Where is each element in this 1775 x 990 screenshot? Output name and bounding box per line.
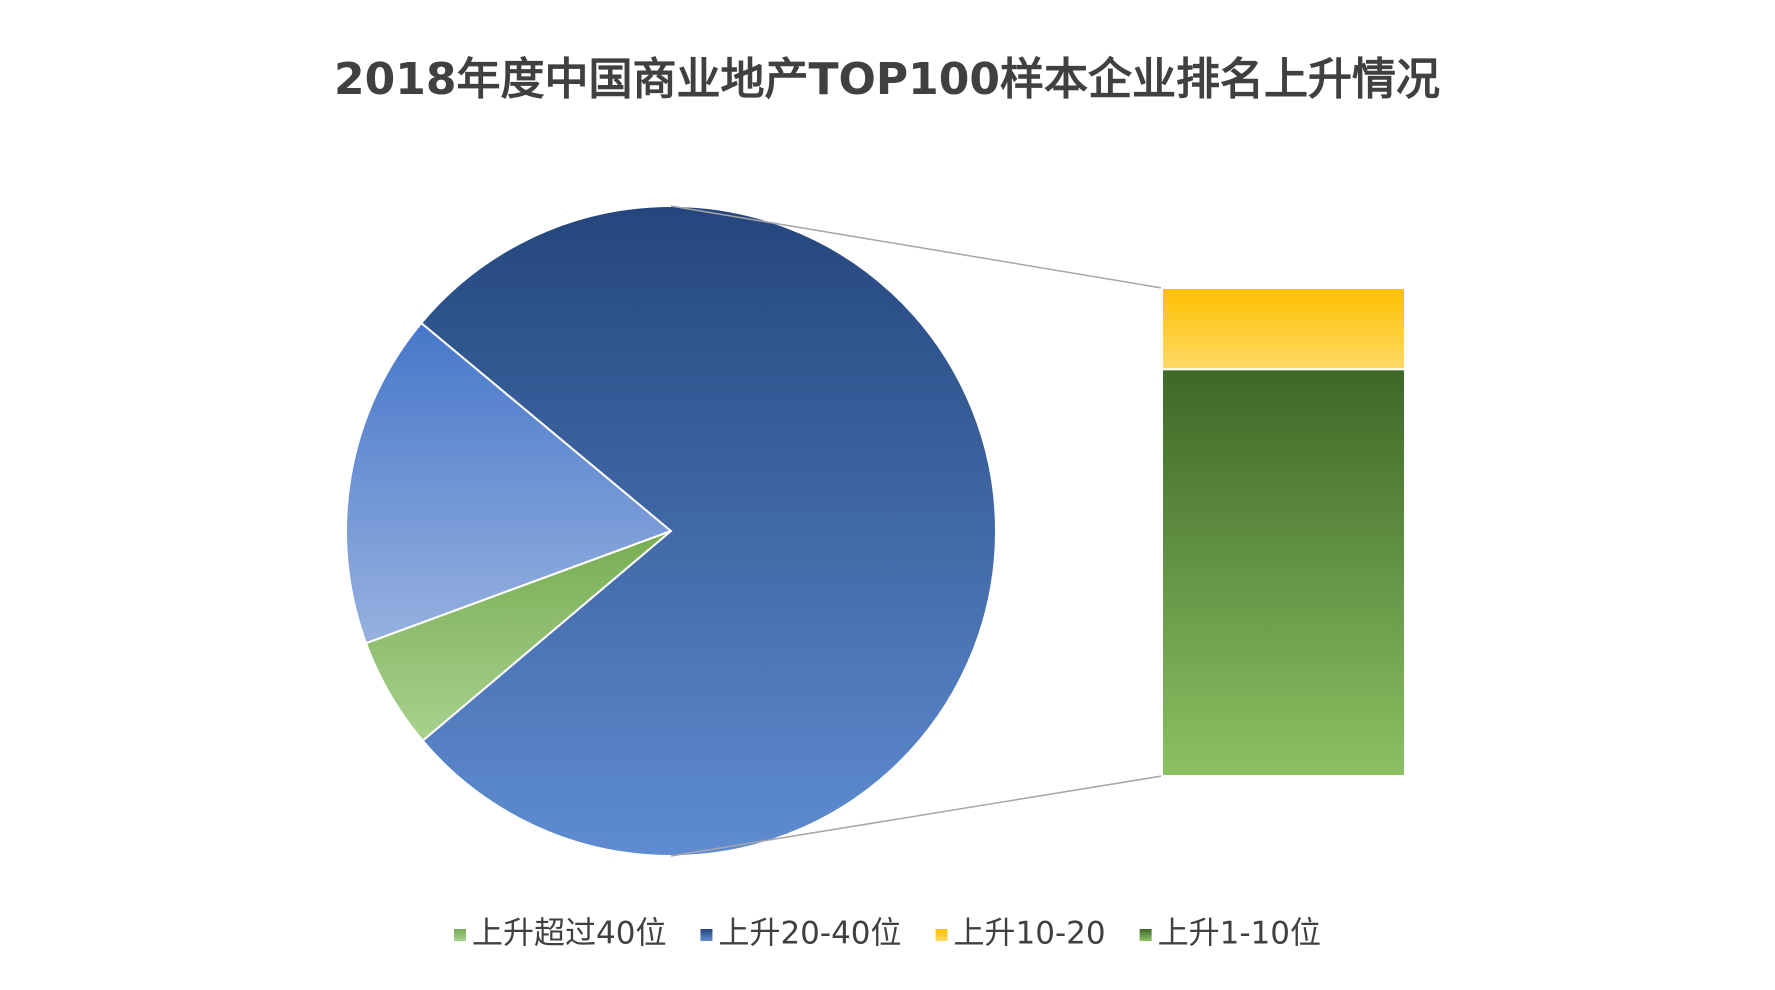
- chart-title: 2018年度中国商业地产TOP100样本企业排名上升情况: [334, 54, 1440, 105]
- bar-segment: [1161, 368, 1406, 777]
- connector-line: [670, 205, 1163, 289]
- legend-swatch: [935, 929, 948, 941]
- bar-segment: [1161, 287, 1406, 371]
- legend: 上升超过40位 上升20-40位 上升10-20 上升1-10位: [454, 916, 1321, 952]
- other-slice: [345, 321, 673, 645]
- legend-label: 上升10-20: [954, 916, 1106, 952]
- legend-label: 上升20-40位: [718, 916, 901, 952]
- pie-slice: [419, 205, 997, 857]
- connector-line: [670, 775, 1163, 857]
- legend-label: 上升超过40位: [472, 916, 666, 952]
- legend-swatch: [1139, 929, 1152, 941]
- legend-label: 上升1-10位: [1158, 916, 1321, 952]
- legend-swatch: [454, 929, 466, 941]
- legend-swatch: [700, 929, 713, 941]
